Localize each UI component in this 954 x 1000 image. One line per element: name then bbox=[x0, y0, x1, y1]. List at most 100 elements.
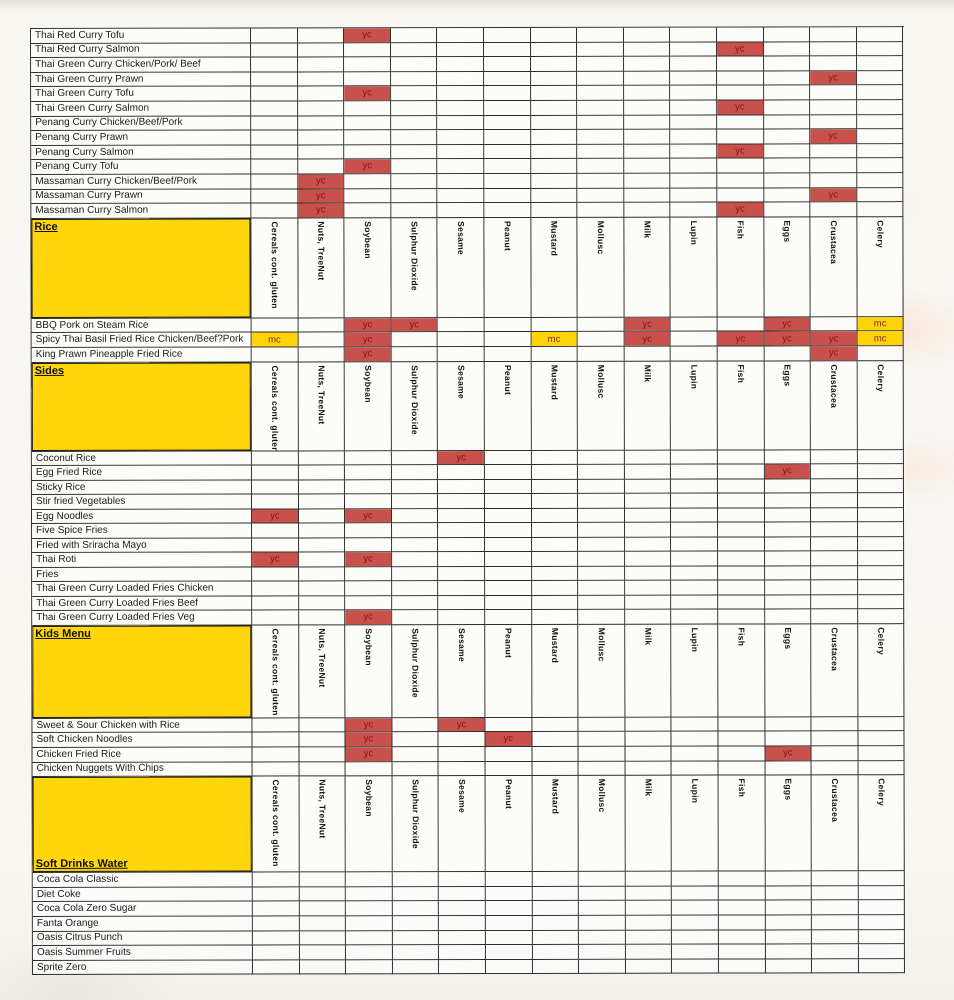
dish-name: Oasis Citrus Punch bbox=[36, 932, 123, 944]
allergen-cell bbox=[530, 115, 578, 131]
allergen-cell bbox=[623, 42, 671, 57]
allergen-column-header: Celery bbox=[858, 775, 906, 872]
dish-name-cell: Fanta Orange bbox=[32, 916, 253, 932]
allergen-cell bbox=[858, 760, 905, 776]
allergen-cell bbox=[811, 551, 858, 567]
allergen-cell bbox=[252, 901, 300, 917]
allergen-cell bbox=[858, 746, 905, 761]
allergen-cell bbox=[810, 144, 857, 159]
allergen-cell bbox=[251, 203, 298, 219]
allergen-cell bbox=[437, 86, 485, 102]
allergen-cell bbox=[858, 716, 905, 732]
allergen-cell bbox=[577, 202, 625, 218]
allergen-cell bbox=[578, 901, 626, 916]
dish-name-cell: Fries bbox=[32, 567, 253, 583]
allergen-cell bbox=[623, 100, 671, 116]
allergen-cell bbox=[392, 916, 440, 931]
allergen-cell bbox=[672, 944, 719, 960]
section-header-block: Soft Drinks Water bbox=[32, 776, 253, 874]
allergen-cell bbox=[437, 28, 485, 43]
allergen-column-header: Cereals cont. gluten bbox=[251, 218, 299, 319]
allergen-cell bbox=[298, 596, 346, 611]
allergen-cell bbox=[438, 595, 486, 611]
allergen-cell bbox=[530, 202, 578, 218]
allergen-cell bbox=[485, 566, 532, 582]
allergen-cell bbox=[670, 115, 718, 130]
dish-name: Thai Green Curry Loaded Fries Veg bbox=[36, 611, 195, 624]
allergen-cell bbox=[578, 508, 625, 524]
allergen-cell bbox=[391, 159, 438, 175]
allergen-cell bbox=[764, 522, 812, 538]
allergen-cell bbox=[345, 465, 392, 481]
allergen-cell bbox=[624, 508, 672, 524]
allergen-column-header: Fish bbox=[718, 775, 766, 872]
allergen-cell bbox=[670, 129, 718, 145]
allergen-cell bbox=[531, 346, 578, 362]
allergen-cell bbox=[811, 886, 859, 901]
allergen-cell bbox=[252, 718, 300, 733]
dish-name: Stir fried Vegetables bbox=[35, 495, 126, 508]
allergen-cell bbox=[765, 871, 812, 887]
allergen-cell bbox=[810, 85, 857, 101]
dish-name-cell: Soft Chicken Noodles bbox=[32, 732, 253, 748]
allergen-cell bbox=[484, 144, 531, 160]
allergen-cell: yc bbox=[717, 331, 765, 347]
allergen-cell bbox=[671, 479, 718, 494]
allergen-cell bbox=[391, 332, 439, 348]
allergen-cell bbox=[484, 130, 531, 145]
allergen-cell: mc bbox=[857, 316, 904, 332]
allergen-cell bbox=[297, 145, 345, 160]
allergen-cell bbox=[856, 100, 904, 115]
mark-badge-yc: yc bbox=[717, 331, 764, 346]
allergen-cell bbox=[438, 537, 486, 553]
allergen-cell bbox=[579, 944, 626, 960]
allergen-cell bbox=[718, 595, 765, 610]
allergen-cell bbox=[392, 901, 440, 917]
allergen-column-label: Milk bbox=[643, 778, 654, 797]
allergen-cell bbox=[670, 144, 718, 160]
allergen-column-header: Mustard bbox=[532, 776, 579, 873]
allergen-cell bbox=[530, 159, 578, 174]
allergen-cell: yc bbox=[717, 144, 764, 159]
allergen-cell: mc bbox=[531, 332, 578, 348]
section-header-row: Kids Menu Cereals cont. gluten Nuts, TreeN… bbox=[32, 623, 905, 719]
allergen-cell bbox=[763, 144, 811, 159]
allergen-cell bbox=[670, 85, 718, 101]
allergen-cell bbox=[251, 465, 299, 481]
allergen-cell bbox=[531, 450, 579, 466]
dish-name-cell: Sticky Rice bbox=[31, 480, 252, 496]
allergen-cell bbox=[297, 42, 345, 58]
allergen-cell bbox=[299, 747, 346, 763]
allergen-cell bbox=[764, 450, 812, 465]
dish-row: Sprite Zero bbox=[32, 958, 906, 976]
allergen-cell bbox=[811, 915, 859, 930]
dish-name: Thai Green Curry Prawn bbox=[35, 73, 144, 85]
allergen-cell bbox=[718, 959, 766, 974]
dish-name-cell: Sprite Zero bbox=[32, 960, 253, 976]
allergen-column-header: Fish bbox=[717, 361, 765, 451]
allergen-cell bbox=[485, 901, 533, 916]
allergen-column-header: Eggs bbox=[763, 217, 811, 318]
allergen-column-header: Fish bbox=[718, 624, 765, 718]
allergen-cell bbox=[764, 580, 812, 596]
allergen-cell bbox=[578, 450, 625, 466]
allergen-column-label: Soybean bbox=[362, 221, 373, 259]
allergen-cell bbox=[485, 595, 532, 611]
section-curries: Thai Red Curry Tofu yc Thai Red Curry Salm… bbox=[31, 27, 904, 219]
allergen-column-header: Mollusc bbox=[578, 624, 626, 718]
allergen-column-label: Celery bbox=[876, 626, 887, 655]
allergen-cell bbox=[346, 930, 393, 946]
allergen-cell bbox=[671, 731, 719, 747]
allergen-cell bbox=[251, 116, 298, 131]
allergen-column-label: Peanut bbox=[502, 220, 513, 251]
allergen-cell bbox=[858, 885, 906, 901]
allergen-column-label: Eggs bbox=[783, 778, 794, 801]
dish-name-cell: Sweet & Sour Chicken with Rice bbox=[32, 718, 253, 734]
allergen-column-label: Milk bbox=[642, 364, 653, 383]
allergen-cell bbox=[251, 130, 298, 146]
allergen-cell bbox=[391, 465, 439, 481]
allergen-cell bbox=[857, 522, 905, 538]
allergen-column-header: Soybean bbox=[344, 217, 392, 319]
allergen-cell: yc bbox=[344, 347, 392, 363]
allergen-column-label: Sulphur Dioxide bbox=[409, 364, 420, 435]
